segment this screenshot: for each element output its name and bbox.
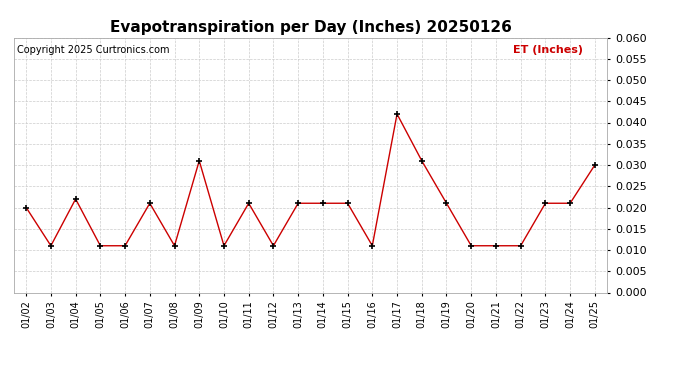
Text: ET (Inches): ET (Inches): [513, 45, 584, 55]
Text: Copyright 2025 Curtronics.com: Copyright 2025 Curtronics.com: [17, 45, 169, 55]
Title: Evapotranspiration per Day (Inches) 20250126: Evapotranspiration per Day (Inches) 2025…: [110, 20, 511, 35]
